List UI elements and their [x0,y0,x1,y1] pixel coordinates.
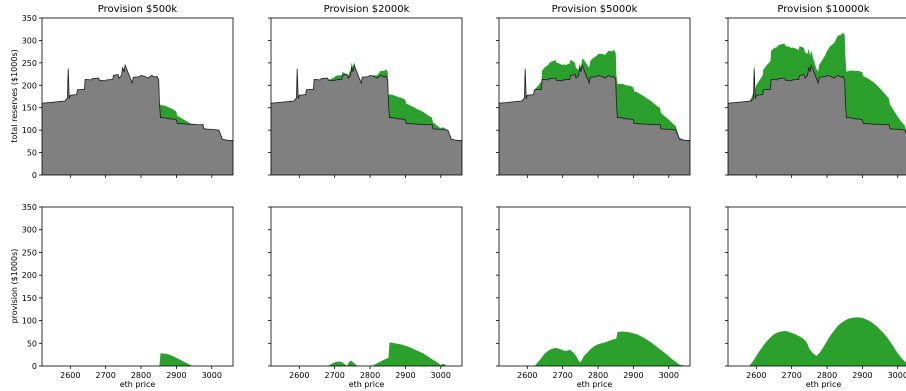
reserves-area [499,65,690,175]
axes-frame [270,206,463,367]
reserves-line [271,63,462,141]
axes-frame [270,17,463,176]
y-tick-label: 300 [22,36,37,45]
y-tick-label: 0 [32,171,37,180]
y-tick-label: 100 [22,317,37,326]
x-tick-label: 3000 [888,371,906,380]
y-tick-label: 50 [27,149,37,158]
x-tick-label: 2800 [817,371,837,380]
axes-frame [498,206,691,367]
reserves-panel-3 [499,49,690,175]
provision-area-bottom [159,353,193,366]
x-tick-label: 3000 [659,371,679,380]
bottom-ylabel: provision ($1000s) [10,249,19,324]
panel-title: Provision $10000k [777,4,869,15]
panel-title: Provision $500k [98,4,178,15]
provision-area-bottom [534,331,687,366]
x-tick-label: 2700 [324,371,344,380]
reserves-panel-1 [42,63,233,175]
x-tick-label: 2900 [395,371,415,380]
x-tick-label: 2800 [360,371,380,380]
panels-layer: 0 50 100 150 200 250 300 350 2600 2700 2800 2900 300… [22,4,906,389]
axes-frame [727,17,906,176]
y-tick-label: 350 [22,203,37,212]
panel-column-2: 2600 2700 2800 2900 3000 eth price Provision $… [268,4,463,389]
axes-frame [498,17,691,176]
panel-title: Provision $2000k [324,4,410,15]
x-tick-label: 2800 [588,371,608,380]
y-tick-label: 150 [22,104,37,113]
x-tick-label: 2900 [852,371,872,380]
y-tick-label: 250 [22,248,37,257]
axes-frame [41,206,234,367]
provision-area-bottom [749,317,906,366]
reserves-area [271,65,462,175]
x-tick-label: 2600 [517,371,537,380]
reserves-line [42,63,233,141]
top-ylabel: total reserves ($1000s) [10,49,19,142]
y-tick-label: 150 [22,294,37,303]
y-tick-label: 100 [22,126,37,135]
reserves-panel-4 [728,32,906,175]
x-tick-label: 3000 [202,371,222,380]
x-tick-label: 2900 [166,371,186,380]
x-axis-label: eth price [349,380,385,389]
reserves-line [728,63,906,135]
provision-panel-1 [159,353,193,366]
x-tick-label: 2600 [746,371,766,380]
axes-frame [727,206,906,367]
y-tick-label: 200 [22,81,37,90]
panel-column-3: 2600 2700 2800 2900 3000 eth price Provision $… [496,4,691,389]
x-tick-label: 2900 [623,371,643,380]
x-tick-label: 3000 [431,371,451,380]
x-tick-label: 2600 [289,371,309,380]
provision-panel-3 [534,331,687,366]
x-tick-label: 2800 [131,371,151,380]
y-tick-label: 250 [22,59,37,68]
axes-frame [41,17,234,176]
provision-area-bottom [327,342,448,366]
provision-panel-2 [327,342,448,366]
y-tick-label: 0 [32,362,37,371]
reserves-panel-2 [271,62,462,175]
x-tick-label: 2600 [60,371,80,380]
reserves-area [42,65,233,175]
y-tick-label: 300 [22,226,37,235]
provision-panel-4 [749,317,906,366]
x-axis-label: eth price [806,380,842,389]
y-tick-label: 350 [22,14,37,23]
panel-column-1: 0 50 100 150 200 250 300 350 2600 2700 2800 2900 300… [22,4,234,389]
y-tick-label: 200 [22,271,37,280]
reserves-line [499,63,690,141]
y-tick-label: 50 [27,339,37,348]
x-tick-label: 2700 [95,371,115,380]
panel-title: Provision $5000k [552,4,638,15]
panel-column-4: 2600 2700 2800 2900 3000 eth price Provision $… [725,4,906,389]
reserves-area [728,65,906,175]
x-tick-label: 2700 [781,371,801,380]
x-axis-label: eth price [577,380,613,389]
x-axis-label: eth price [120,380,156,389]
x-tick-label: 2700 [552,371,572,380]
